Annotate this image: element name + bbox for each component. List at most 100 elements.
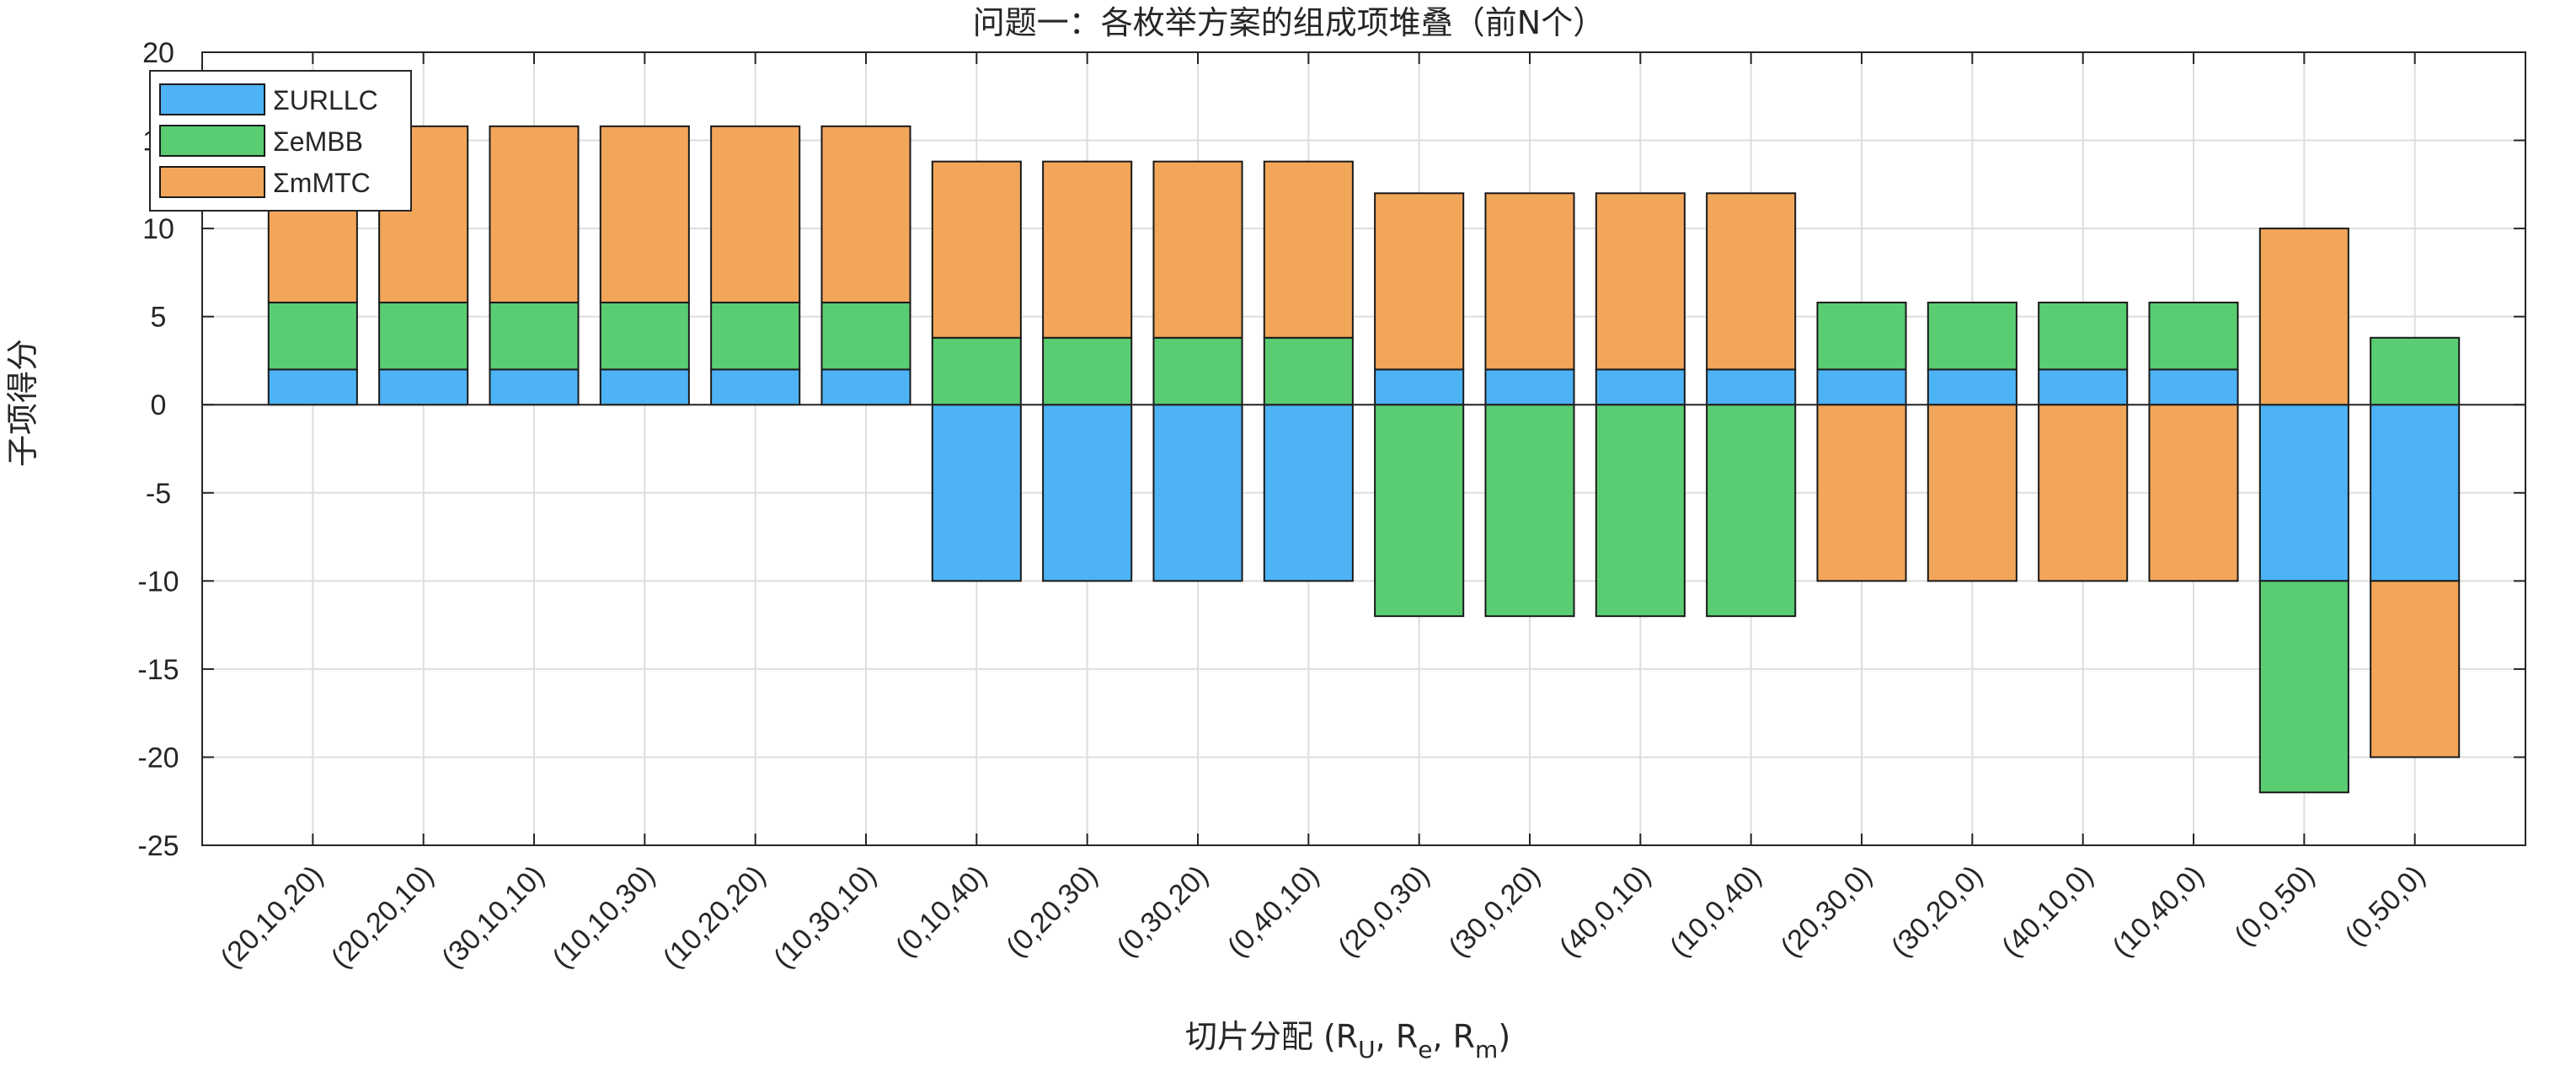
bar-segment: [601, 369, 689, 405]
legend-swatch: [160, 126, 265, 156]
y-tick-label: -5: [146, 478, 171, 510]
bar-segment: [379, 369, 468, 405]
bar-segment: [1043, 405, 1131, 581]
bar-segment: [1928, 369, 2017, 405]
bar-segment: [821, 369, 910, 405]
legend-swatch: [160, 167, 265, 197]
x-axis-label-suffix: ): [1498, 1018, 1510, 1055]
x-tick-label: (10,40,0): [2107, 860, 2210, 963]
bar-segment: [821, 303, 910, 369]
bar-segment: [489, 126, 578, 303]
legend-label: ΣURLLC: [273, 85, 378, 115]
bar-segment: [379, 303, 468, 369]
bar-segment: [601, 303, 689, 369]
bar-segment: [1264, 338, 1353, 405]
bar-segment: [2149, 405, 2237, 581]
bars: [269, 126, 2459, 792]
bar-segment: [1817, 405, 1905, 581]
bar-segment: [1485, 405, 1574, 616]
bar-segment: [2039, 369, 2127, 405]
x-axis-label-mid2: , R: [1432, 1018, 1475, 1055]
chart-title: 问题一：各枚举方案的组成项堆叠（前N个）: [973, 4, 1605, 41]
bar-segment: [1707, 405, 1795, 616]
y-tick-label: 5: [151, 302, 167, 334]
bar-segment: [933, 405, 1021, 581]
bar-segment: [1043, 338, 1131, 405]
bar-segment: [1707, 369, 1795, 405]
bar-segment: [1153, 338, 1242, 405]
bar-segment: [601, 126, 689, 303]
y-tick-label: 20: [142, 37, 174, 69]
x-tick-label: (0,10,40): [890, 860, 993, 963]
legend-label: ΣeMBB: [273, 126, 363, 157]
bar-segment: [2039, 405, 2127, 581]
bar-segment: [1596, 405, 1685, 616]
bar-segment: [489, 369, 578, 405]
x-tick-label: (0,20,30): [1000, 860, 1104, 963]
bar-segment: [1375, 369, 1463, 405]
y-tick-label: -10: [137, 565, 179, 598]
bar-segment: [2370, 405, 2459, 581]
bar-segment: [269, 369, 357, 405]
bar-segment: [269, 303, 357, 369]
x-tick-label: (0,50,0): [2339, 860, 2432, 952]
bar-segment: [2370, 338, 2459, 405]
bar-segment: [1817, 303, 1905, 369]
legend-swatch: [160, 84, 265, 115]
bar-segment: [2260, 405, 2349, 581]
bar-segment: [1817, 369, 1905, 405]
bar-segment: [933, 162, 1021, 338]
bar-segment: [1596, 369, 1685, 405]
x-tick-label: (30,10,10): [436, 860, 550, 974]
x-axis-label-sub-u: U: [1358, 1036, 1376, 1064]
bar-segment: [489, 303, 578, 369]
y-tick-label: 10: [142, 213, 174, 245]
x-tick-label: (20,10,20): [215, 860, 329, 974]
x-axis-label: 切片分配 (RU, Re, Rm): [1185, 1018, 1510, 1064]
x-axis-label-sub-m: m: [1475, 1036, 1498, 1064]
x-tick-label: (40,0,10): [1553, 860, 1657, 963]
bar-segment: [1707, 193, 1795, 369]
x-tick-label: (20,0,30): [1332, 860, 1435, 963]
legend: ΣURLLC ΣeMBB ΣmMTC: [150, 71, 411, 211]
x-tick-label: (10,0,40): [1664, 860, 1767, 963]
x-axis-label-mid1: , R: [1376, 1018, 1419, 1055]
bar-segment: [1264, 405, 1353, 581]
bar-segment: [2260, 581, 2349, 792]
bar-segment: [1153, 405, 1242, 581]
x-axis-label-sub-e: e: [1418, 1036, 1432, 1064]
bar-segment: [1485, 369, 1574, 405]
bar-segment: [1596, 193, 1685, 369]
y-tick-label: -15: [137, 654, 179, 686]
y-axis-label: 子项得分: [4, 339, 41, 467]
bar-segment: [711, 303, 799, 369]
legend-label: ΣmMTC: [273, 168, 371, 198]
bar-segment: [1264, 162, 1353, 338]
bar-segment: [711, 369, 799, 405]
x-tick-label: (30,20,0): [1885, 860, 1989, 963]
bar-segment: [821, 126, 910, 303]
bar-segment: [1153, 162, 1242, 338]
x-tick-label: (10,30,10): [767, 860, 882, 974]
y-tick-label: -20: [137, 742, 179, 774]
bar-segment: [2149, 303, 2237, 369]
bar-segment: [1043, 162, 1131, 338]
x-tick-label: (0,40,10): [1221, 860, 1325, 963]
bar-segment: [2370, 581, 2459, 757]
bar-segment: [2039, 303, 2127, 369]
x-tick-label: (30,0,20): [1443, 860, 1547, 963]
bar-segment: [1928, 303, 2017, 369]
x-tick-label: (10,10,30): [547, 860, 661, 974]
x-tick-label: (40,10,0): [1996, 860, 2099, 963]
bar-segment: [1928, 405, 2017, 581]
bar-segment: [2260, 228, 2349, 405]
x-tick-label: (0,30,20): [1111, 860, 1215, 963]
y-tick-label: -25: [137, 830, 179, 862]
x-tick-label: (10,20,20): [657, 860, 772, 974]
bar-segment: [933, 338, 1021, 405]
bar-segment: [1375, 193, 1463, 369]
bar-segment: [2149, 369, 2237, 405]
x-axis-label-prefix: 切片分配 (R: [1185, 1018, 1358, 1055]
bar-segment: [711, 126, 799, 303]
